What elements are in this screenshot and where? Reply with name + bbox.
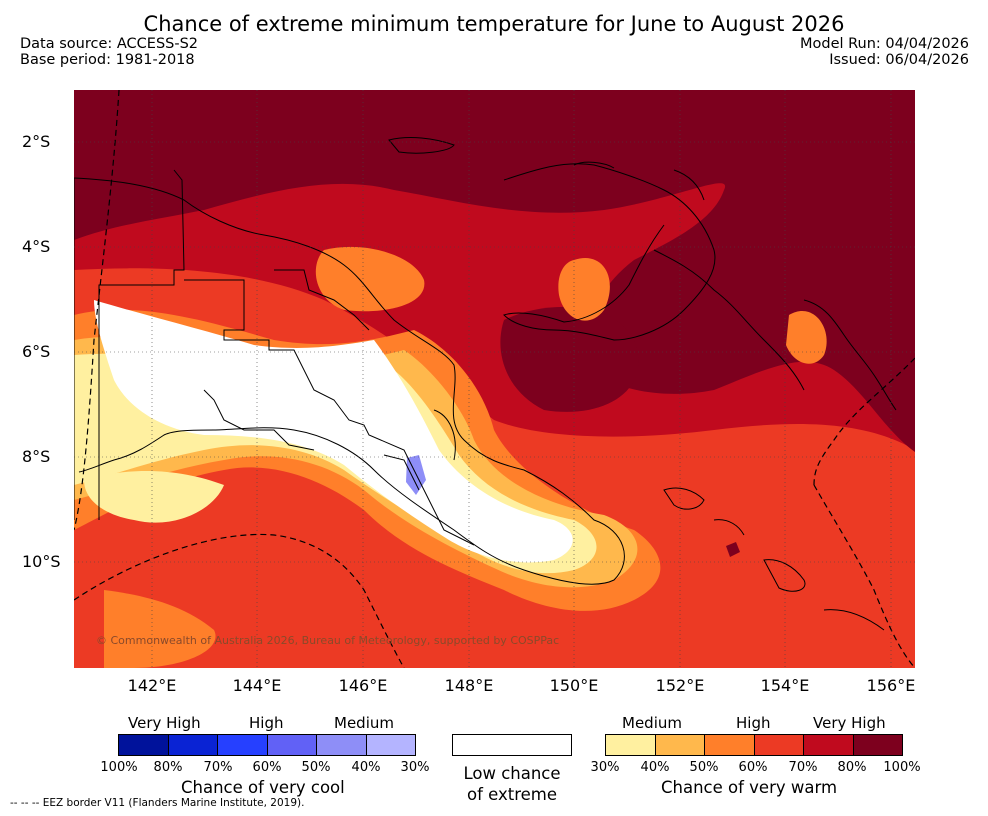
cool-tick: 70%	[203, 760, 233, 775]
low-chance-swatch	[452, 734, 572, 756]
cool-tick: 80%	[153, 760, 183, 775]
cool-swatch-50-60	[267, 735, 317, 755]
band-50-60-bougainville	[786, 310, 827, 364]
warm-caption: Chance of very warm	[661, 778, 838, 797]
base-period: Base period: 1981-2018	[20, 52, 195, 68]
lon-label-150e: 150°E	[549, 676, 599, 695]
warm-category-high: High	[736, 714, 771, 732]
low-chance-caption-1: Low chance	[463, 764, 561, 783]
data-source: Data source: ACCESS-S2	[20, 36, 199, 52]
graticule	[74, 90, 915, 668]
cool-swatch-60-70	[218, 735, 268, 755]
band-low-chance-west	[174, 340, 307, 390]
lon-label-152e: 152°E	[655, 676, 705, 695]
cool-category-very-high: Very High	[128, 714, 201, 732]
warm-tick: 60%	[738, 760, 768, 775]
warm-tick: 30%	[590, 760, 620, 775]
warm-colorbar	[605, 734, 903, 756]
lat-label-10s: 10°S	[22, 552, 61, 571]
lat-label-8s: 8°S	[22, 447, 51, 466]
warm-tick: 40%	[640, 760, 670, 775]
lon-label-154e: 154°E	[760, 676, 810, 695]
band-30-40-southwest	[84, 470, 224, 523]
warm-swatch-80-100	[853, 735, 902, 755]
eez-note: -- -- -- EEZ border V11 (Flanders Marine…	[10, 797, 305, 809]
band-50-60-southwest	[104, 590, 216, 668]
map-title: Chance of extreme minimum temperature fo…	[143, 12, 845, 36]
map-panel[interactable]	[74, 90, 915, 668]
lat-label-6s: 6°S	[22, 342, 51, 361]
band-80-100-north	[74, 90, 915, 452]
cool-tick: 50%	[301, 760, 331, 775]
lon-label-148e: 148°E	[444, 676, 494, 695]
warm-swatch-60-70	[754, 735, 804, 755]
model-run: Model Run: 04/04/2026	[799, 36, 969, 52]
cool-category-medium: Medium	[334, 714, 394, 732]
lat-label-2s: 2°S	[22, 132, 51, 151]
probability-map[interactable]	[74, 90, 915, 668]
cool-swatch-30-40	[366, 735, 415, 755]
band-80-100-bismarck	[500, 306, 639, 412]
copyright-note: © Commonwealth of Australia 2026, Bureau…	[96, 634, 560, 647]
warm-category-very-high: Very High	[813, 714, 886, 732]
warm-swatch-40-50	[655, 735, 705, 755]
cool-category-high: High	[249, 714, 284, 732]
coastlines	[74, 137, 897, 631]
warm-swatch-50-60	[705, 735, 755, 755]
cool-caption: Chance of very cool	[181, 778, 345, 797]
cool-tick: 100%	[100, 760, 138, 775]
lat-label-4s: 4°S	[22, 237, 51, 256]
band-50-60-north	[315, 246, 425, 312]
band-50-60-newbritain	[558, 258, 610, 321]
cool-swatch-70-80	[168, 735, 218, 755]
warm-swatch-70-80	[804, 735, 854, 755]
warm-tick: 100%	[883, 760, 921, 775]
lon-label-156e: 156°E	[866, 676, 916, 695]
warm-tick: 70%	[788, 760, 818, 775]
cool-tick: 60%	[252, 760, 282, 775]
lon-label-146e: 146°E	[338, 676, 388, 695]
cool-tick: 40%	[351, 760, 381, 775]
low-chance-caption-2: of extreme	[466, 785, 558, 804]
warm-tick: 50%	[689, 760, 719, 775]
eez-borders	[74, 90, 915, 668]
issued-date: Issued: 06/04/2026	[829, 52, 969, 68]
warm-category-medium: Medium	[622, 714, 682, 732]
cool-swatch-80-100	[119, 735, 169, 755]
band-80-100-spot	[726, 542, 740, 557]
warm-tick: 80%	[837, 760, 867, 775]
cool-swatch-40-50	[317, 735, 367, 755]
warm-swatch-30-40	[606, 735, 656, 755]
lon-label-144e: 144°E	[232, 676, 282, 695]
lon-label-142e: 142°E	[127, 676, 177, 695]
cool-colorbar	[118, 734, 416, 756]
cool-tick: 30%	[400, 760, 430, 775]
